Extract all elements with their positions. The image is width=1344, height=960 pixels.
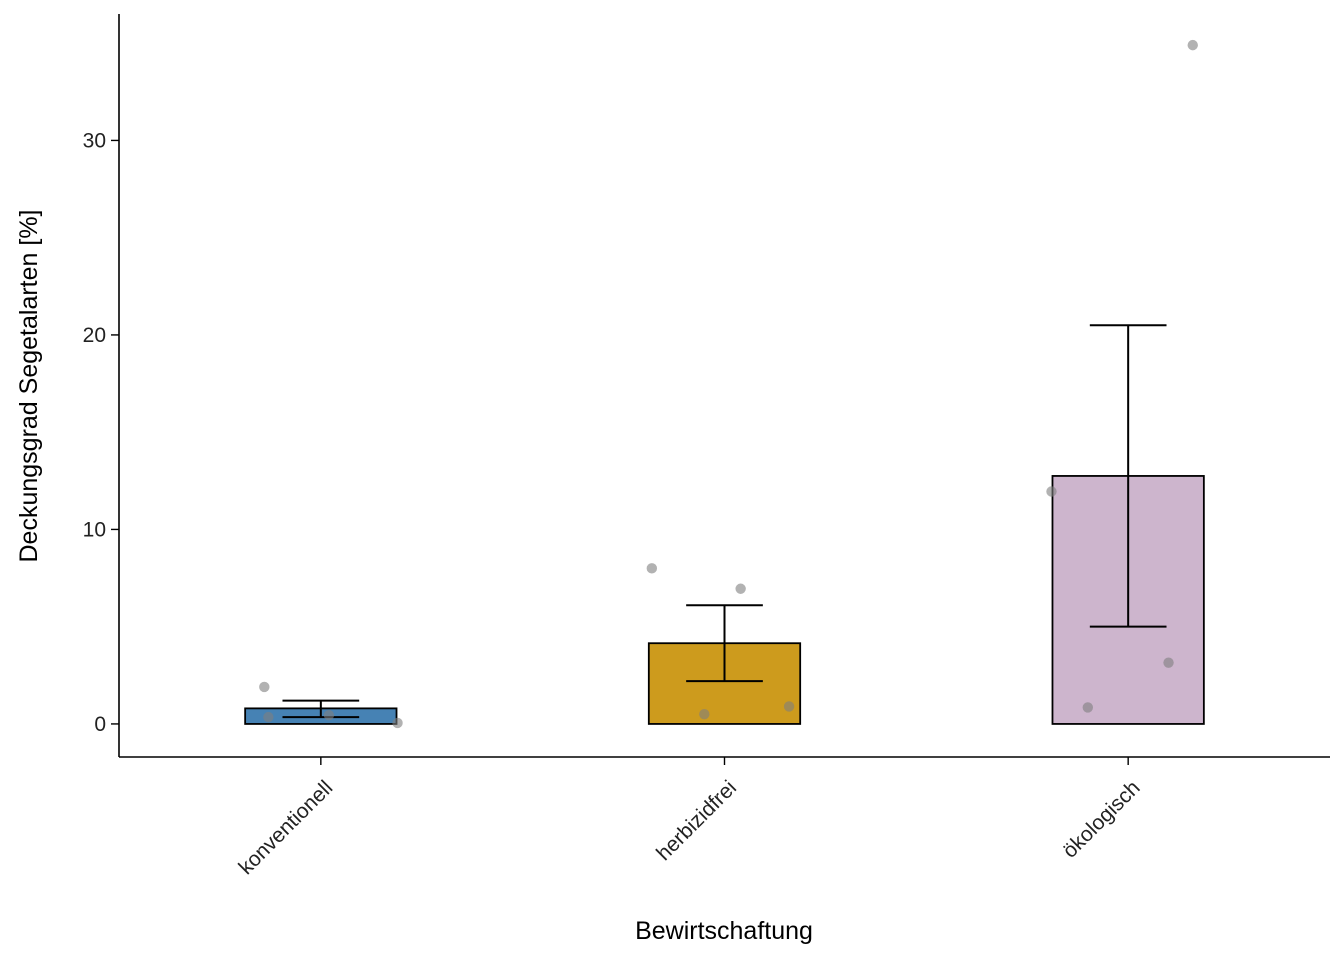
data-point	[1082, 702, 1094, 713]
error-bars-layer	[282, 324, 1167, 719]
data-point	[259, 681, 270, 693]
data-point	[699, 709, 710, 720]
y-tick-label: 10	[83, 518, 106, 541]
data-point	[1046, 486, 1057, 497]
bars-layer	[244, 475, 1205, 725]
data-point	[735, 583, 746, 594]
y-axis-ticks: 0 10 20 30	[83, 129, 119, 736]
x-axis-title: Bewirtschaftung	[635, 917, 813, 945]
data-point	[263, 711, 274, 723]
x-axis-ticks: konventionell herbizidfrei ökologisch	[234, 757, 1145, 879]
x-tick-label: herbizidfrei	[652, 776, 741, 865]
data-point	[392, 717, 403, 729]
data-point	[783, 701, 795, 712]
y-tick-label: 30	[83, 129, 106, 152]
jitter-points-layer	[259, 39, 1198, 729]
x-tick-label: ökologisch	[1058, 776, 1144, 862]
y-axis-title: Deckungsgrad Segetalarten [%]	[15, 210, 43, 563]
y-tick-label: 20	[83, 324, 106, 347]
data-point	[1163, 657, 1174, 668]
data-point	[323, 709, 335, 721]
data-point	[646, 563, 658, 574]
y-tick-label: 0	[94, 713, 106, 736]
data-point	[1187, 39, 1198, 51]
x-tick-label: konventionell	[234, 776, 337, 879]
